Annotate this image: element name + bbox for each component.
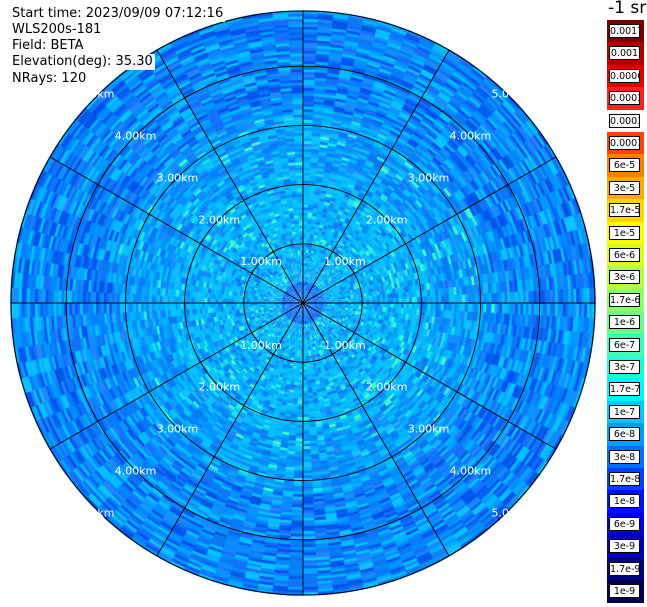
colorbar-level-label: 6e-6 [609, 248, 640, 262]
field-label: Field: BETA [10, 38, 86, 54]
colorbar-level-label: 3e-6 [609, 270, 640, 285]
range-rings-overlay: 1.00km 1.00km 1.00km 1.00km 2.00km 2.00km 2.00… [10, 10, 596, 596]
colorbar-level-label: 0.0003 [609, 91, 640, 106]
azimuth-spoke [302, 302, 450, 557]
range-ring-label: 5.00km [73, 88, 115, 101]
colorbar-level-label: 1e-5 [609, 225, 640, 240]
range-ring-label: 2.00km [366, 213, 408, 226]
azimuth-spoke [302, 302, 557, 450]
range-ring-label: 4.00km [450, 130, 492, 143]
range-ring-label: 5.00km [73, 506, 115, 519]
colorbar-level-label: 0.001 [609, 46, 640, 61]
colorbar-level-label: 0.0001 [609, 136, 640, 150]
range-ring-label: 3.00km [408, 423, 450, 436]
colorbar: -1 sr 0.0017 0.001 0.0006 0.0003 0.00017 0.00… [606, 0, 647, 607]
range-ring-label: 3.00km [157, 171, 199, 184]
azimuth-spoke [302, 49, 450, 304]
colorbar-level-label: 1.7e-6 [609, 292, 640, 307]
colorbar-level-label: 6e-7 [609, 337, 640, 352]
range-ring-label: 1.00km [324, 339, 366, 352]
colorbar-level-label: 3e-7 [609, 360, 640, 374]
range-ring-label: 1.00km [240, 255, 282, 268]
range-ring-label: 5.00km [492, 88, 534, 101]
ppi-display: 1.00km 1.00km 1.00km 1.00km 2.00km 2.00km 2.00… [0, 0, 606, 607]
colorbar-level-label: 0.0017 [609, 24, 640, 38]
range-ring-label: 2.00km [366, 381, 408, 394]
colorbar-level-label: 1e-9 [609, 584, 640, 598]
azimuth-spoke [302, 156, 557, 304]
colorbar-level-label: 3e-8 [609, 449, 640, 464]
colorbar-level-label: 1.7e-7 [609, 382, 640, 397]
colorbar-level-label: 1.7e-9 [609, 561, 640, 576]
colorbar-level-label: 1.7e-5 [609, 203, 640, 218]
start-time-label: Start time: 2023/09/09 07:12:16 [10, 6, 226, 22]
azimuth-spoke [156, 302, 304, 557]
colorbar-level-label: 1e-6 [609, 315, 640, 330]
colorbar-level-label: 1e-7 [609, 404, 640, 419]
elevation-label: Elevation(deg): 35.30 [10, 54, 155, 70]
colorbar-level-label: 6e-9 [609, 516, 640, 531]
azimuth-spoke [49, 156, 304, 304]
azimuth-spoke [156, 49, 304, 304]
colorbar-level-label: 0.0006 [609, 68, 640, 83]
instrument-label: WLS200s-181 [10, 22, 104, 38]
colorbar-title: -1 sr [608, 0, 647, 18]
range-ring-label: 2.00km [199, 213, 241, 226]
colorbar-level-label: 0.00017 [609, 113, 640, 128]
azimuth-spoke [49, 302, 304, 450]
colorbar-level-label: 1.7e-8 [609, 472, 640, 486]
colorbar-level-label: 6e-5 [609, 158, 640, 173]
colorbar-level-label: 3e-5 [609, 180, 640, 195]
range-ring-label: 3.00km [408, 171, 450, 184]
range-ring-label: 4.00km [115, 130, 157, 143]
colorbar-level-label: 1e-8 [609, 494, 640, 509]
range-ring-label: 1.00km [324, 255, 366, 268]
colorbar-level-label: 3e-9 [609, 539, 640, 554]
nrays-label: NRays: 120 [10, 71, 89, 87]
range-ring-label: 4.00km [115, 464, 157, 477]
range-ring-label: 3.00km [157, 423, 199, 436]
range-ring-label: 5.00km [492, 506, 534, 519]
range-ring-label: 1.00km [240, 339, 282, 352]
range-ring-label: 4.00km [450, 464, 492, 477]
colorbar-level-label: 6e-8 [609, 427, 640, 442]
range-ring-label: 2.00km [199, 381, 241, 394]
